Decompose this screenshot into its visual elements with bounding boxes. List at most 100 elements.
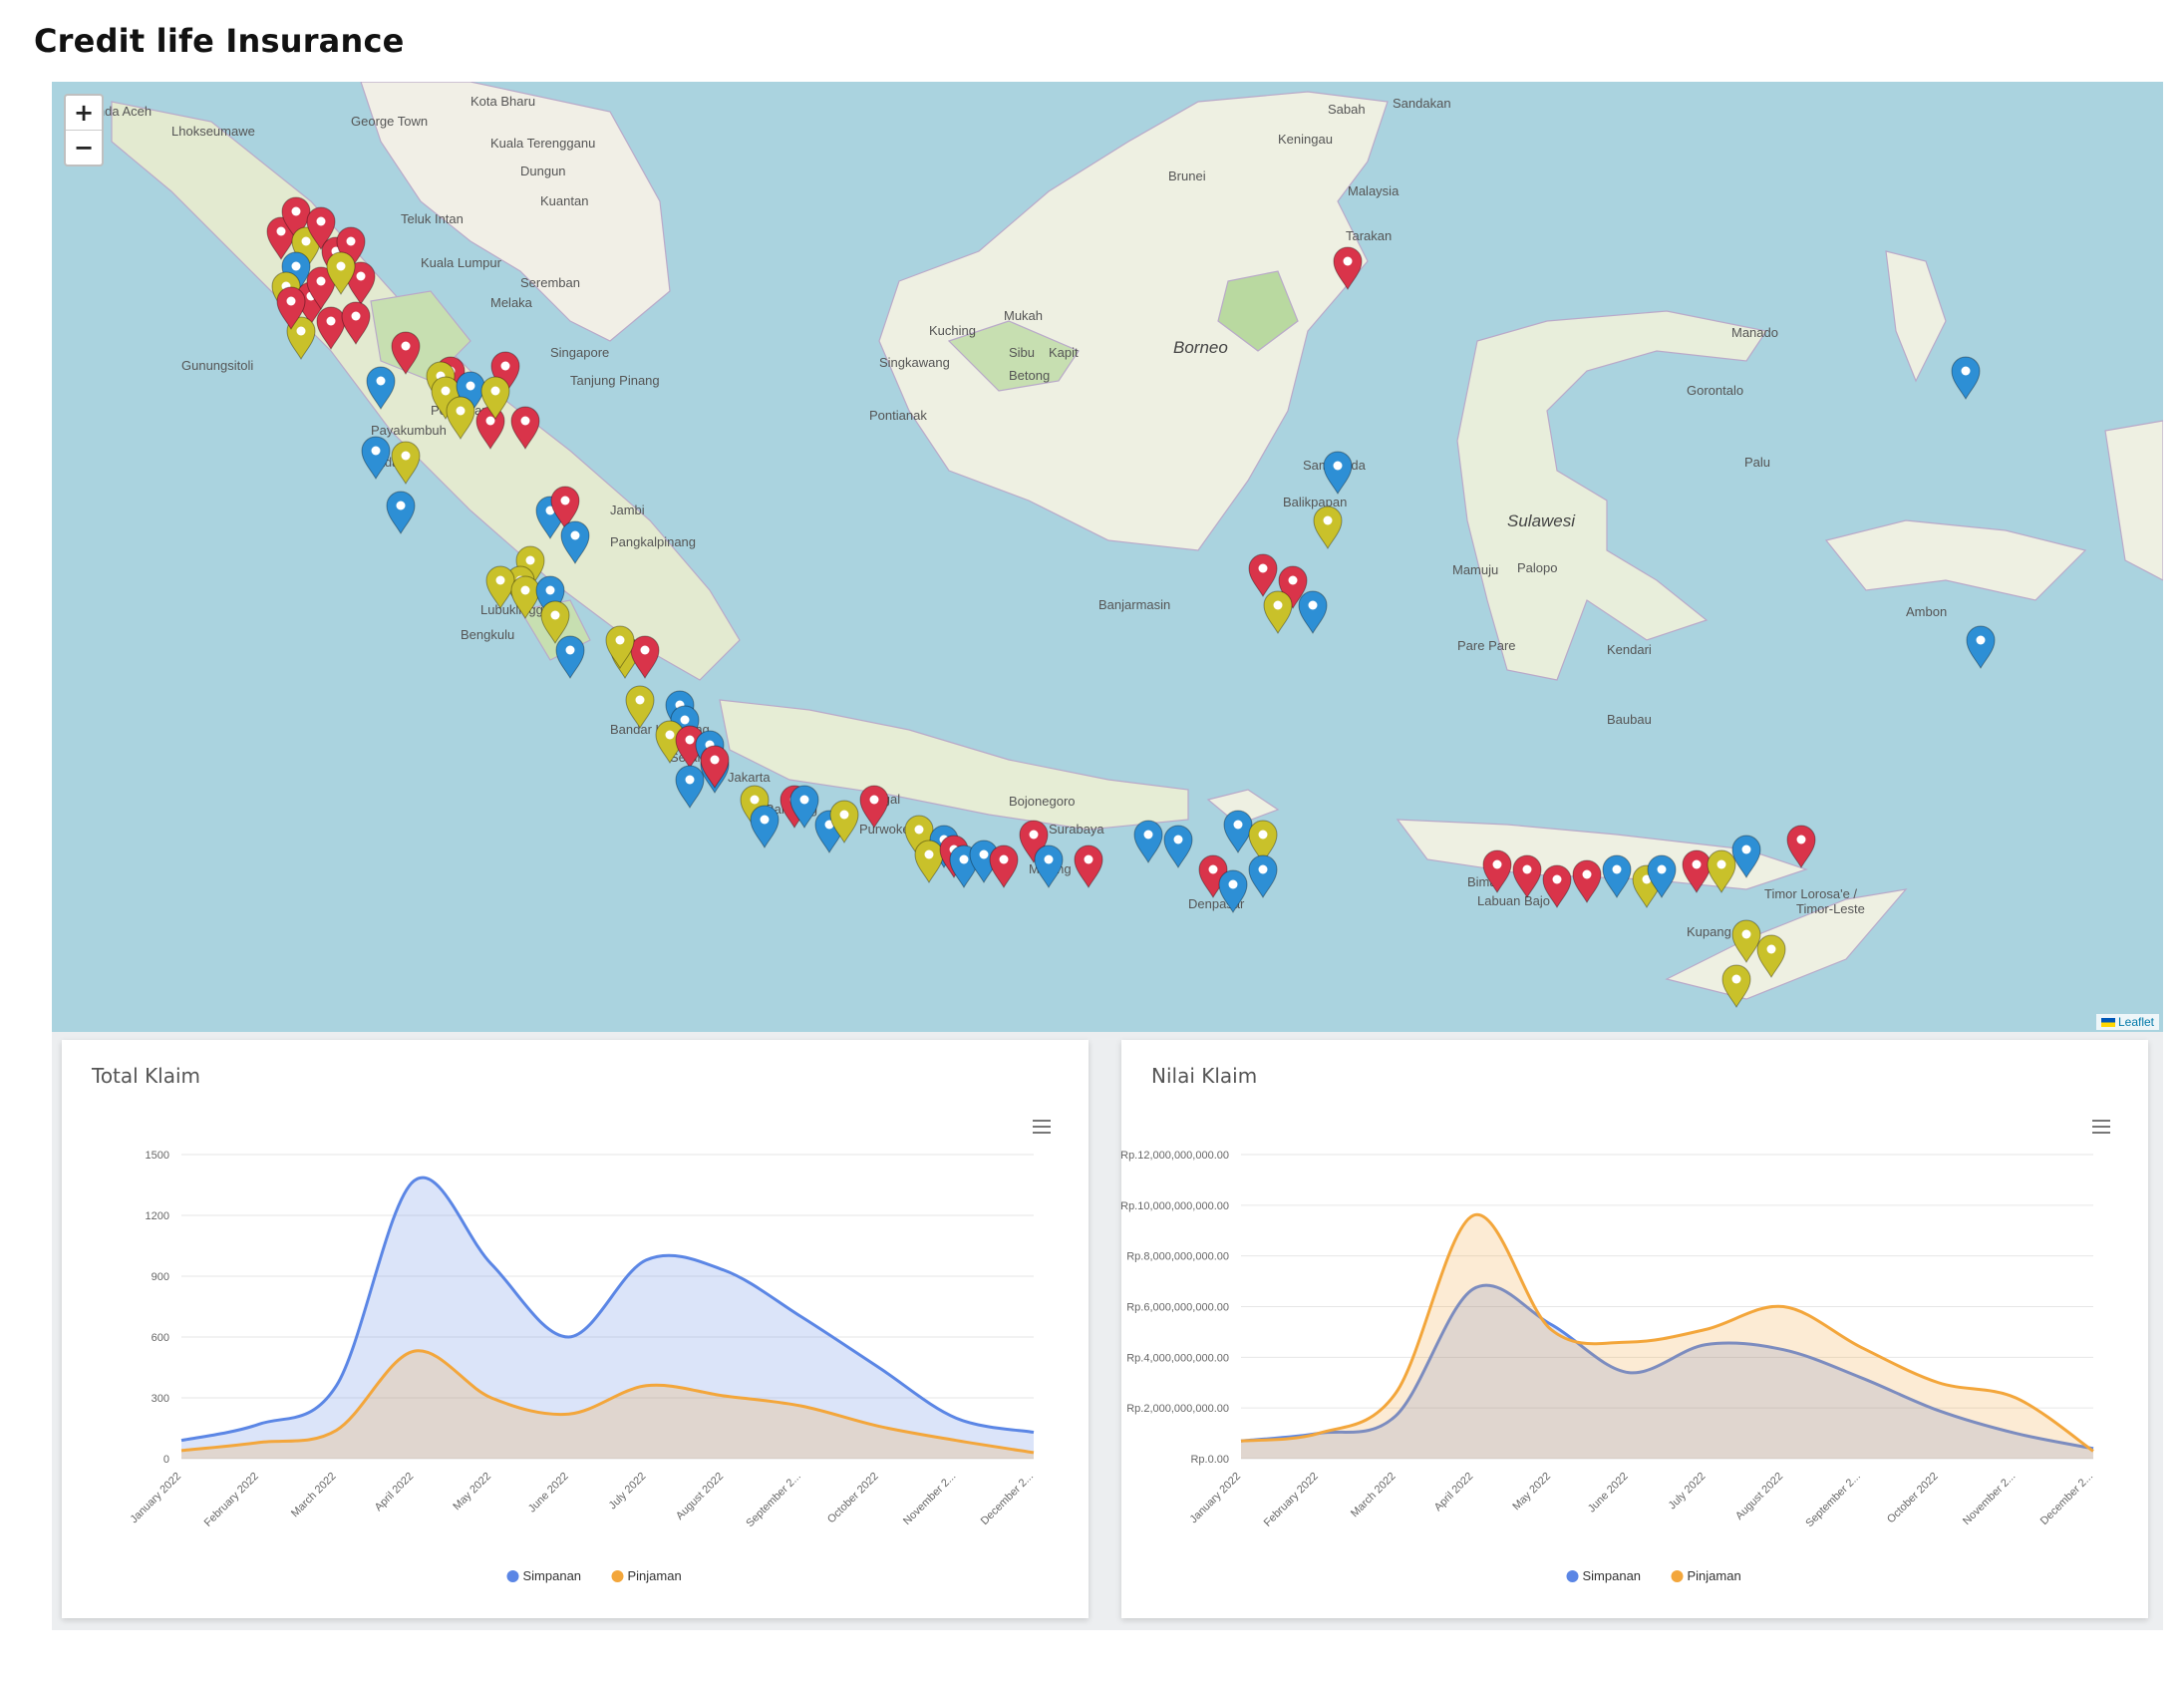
map-marker-red[interactable]: [550, 486, 580, 529]
map-label: Labuan Bajo: [1477, 893, 1550, 908]
map-label: Tanjung Pinang: [570, 373, 660, 388]
map-marker-blue[interactable]: [1298, 590, 1328, 634]
legend-item-simpanan[interactable]: Simpanan: [506, 1568, 582, 1583]
map-marker-blue[interactable]: [1218, 869, 1248, 913]
map-marker-red[interactable]: [630, 635, 660, 679]
map-marker-yellow[interactable]: [1707, 849, 1736, 893]
map-marker-red[interactable]: [276, 286, 306, 330]
landmass: [1456, 310, 1767, 681]
legend-item-pinjaman[interactable]: Pinjaman: [1671, 1568, 1741, 1583]
x-tick-label: April 2022: [373, 1471, 417, 1514]
map-marker-red[interactable]: [700, 745, 730, 789]
map-marker-red[interactable]: [1074, 844, 1103, 888]
map-marker-blue[interactable]: [1966, 625, 1996, 669]
series-line-pinjaman[interactable]: [1240, 1213, 2094, 1453]
map-marker-blue[interactable]: [560, 520, 590, 564]
map-marker-blue[interactable]: [1034, 844, 1064, 888]
legend-item-pinjaman[interactable]: Pinjaman: [611, 1568, 682, 1583]
map-label: Palopo: [1517, 560, 1557, 575]
map-marker-yellow[interactable]: [605, 625, 635, 669]
map-marker-yellow[interactable]: [829, 800, 859, 843]
map-marker-red[interactable]: [336, 226, 366, 270]
map-marker-yellow[interactable]: [446, 396, 475, 440]
map-marker-yellow[interactable]: [1731, 919, 1761, 963]
map-marker-yellow[interactable]: [510, 575, 540, 619]
map-marker-blue[interactable]: [361, 436, 391, 480]
map-marker-yellow[interactable]: [326, 251, 356, 295]
map-marker-red[interactable]: [1482, 849, 1512, 893]
map-marker-yellow[interactable]: [291, 226, 321, 270]
map-marker-blue[interactable]: [1163, 825, 1193, 868]
map-marker-red[interactable]: [341, 301, 371, 345]
map-marker-yellow[interactable]: [1721, 964, 1751, 1008]
map-marker-red[interactable]: [306, 266, 336, 310]
map-marker-red[interactable]: [859, 785, 889, 829]
map-marker-yellow[interactable]: [1313, 505, 1343, 549]
map-marker-blue[interactable]: [456, 371, 485, 415]
map-marker-blue[interactable]: [1323, 451, 1353, 495]
map-marker-red[interactable]: [510, 406, 540, 450]
chart-panel-nilai-klaim: Rp.0.00 Rp.2,000,000,000.00 Rp.4,000,000,0…: [1121, 1040, 2148, 1618]
attribution-link[interactable]: Leaflet: [2095, 1014, 2159, 1030]
map[interactable]: Banda Aceh Lhokseumawe George Town Kota Bha…: [52, 82, 2163, 1032]
map-label: Palu: [1744, 455, 1770, 470]
map-marker-red[interactable]: [1019, 820, 1049, 863]
map-marker-blue[interactable]: [675, 765, 705, 809]
map-marker-blue[interactable]: [1248, 854, 1278, 898]
map-marker-blue[interactable]: [535, 575, 565, 619]
map-marker-yellow[interactable]: [1248, 820, 1278, 863]
series-line-simpanan[interactable]: [1240, 1283, 2094, 1451]
map-marker-red[interactable]: [1278, 565, 1308, 609]
map-marker-blue[interactable]: [1602, 854, 1632, 898]
map-marker-red[interactable]: [346, 261, 376, 305]
map-marker-red[interactable]: [306, 206, 336, 250]
map-marker-red[interactable]: [490, 351, 520, 395]
map-marker-red[interactable]: [1682, 849, 1712, 893]
map-marker-red[interactable]: [1572, 859, 1602, 903]
map-marker-red[interactable]: [1248, 553, 1278, 597]
map-marker-blue[interactable]: [750, 805, 780, 848]
map-marker-blue[interactable]: [1223, 810, 1253, 853]
map-marker-yellow[interactable]: [480, 376, 510, 420]
map-marker-red[interactable]: [1333, 246, 1363, 290]
map-marker-yellow[interactable]: [914, 840, 944, 883]
chart-menu-icon[interactable]: [2092, 1120, 2110, 1134]
zoom-in-button[interactable]: +: [73, 99, 95, 127]
map-marker-red[interactable]: [316, 306, 346, 350]
map-marker-yellow[interactable]: [286, 316, 316, 360]
series-line-simpanan[interactable]: [180, 1176, 1035, 1443]
map-marker-red[interactable]: [391, 331, 421, 375]
map-marker-yellow[interactable]: [391, 441, 421, 485]
chart-menu-icon[interactable]: [1033, 1120, 1051, 1134]
map-label: Kuala Lumpur: [421, 255, 502, 270]
map-label: Bojonegoro: [1009, 794, 1076, 809]
map-label: Kota Bharu: [470, 94, 535, 109]
map-marker-red[interactable]: [1512, 854, 1542, 898]
map-marker-blue[interactable]: [1731, 835, 1761, 878]
map-marker-blue[interactable]: [1951, 356, 1981, 400]
map-marker-blue[interactable]: [555, 635, 585, 679]
marker-layer[interactable]: [266, 196, 1996, 1008]
map-marker-blue[interactable]: [1133, 820, 1163, 863]
map-marker-blue[interactable]: [366, 366, 396, 410]
map-marker-yellow[interactable]: [1263, 590, 1293, 634]
legend-item-simpanan[interactable]: Simpanan: [1566, 1568, 1642, 1583]
map-marker-yellow[interactable]: [625, 685, 655, 729]
map-marker-yellow[interactable]: [655, 720, 685, 764]
x-tick-label: February 2022: [1262, 1471, 1321, 1529]
map-label: Kapit: [1049, 345, 1079, 360]
map-marker-red[interactable]: [1786, 825, 1816, 868]
map-marker-red[interactable]: [1542, 864, 1572, 908]
map-marker-blue[interactable]: [386, 491, 416, 534]
y-tick-label: 600: [152, 1332, 169, 1344]
zoom-out-button[interactable]: −: [66, 130, 102, 165]
map-label: Pangkalpinang: [610, 534, 696, 549]
series-line-pinjaman[interactable]: [180, 1349, 1035, 1455]
map-marker-red[interactable]: [989, 844, 1019, 888]
map-marker-yellow[interactable]: [540, 600, 570, 644]
map-marker-yellow[interactable]: [1756, 934, 1786, 978]
map-label: Tarakan: [1346, 228, 1392, 243]
map-marker-blue[interactable]: [789, 785, 819, 829]
map-marker-blue[interactable]: [1647, 854, 1677, 898]
